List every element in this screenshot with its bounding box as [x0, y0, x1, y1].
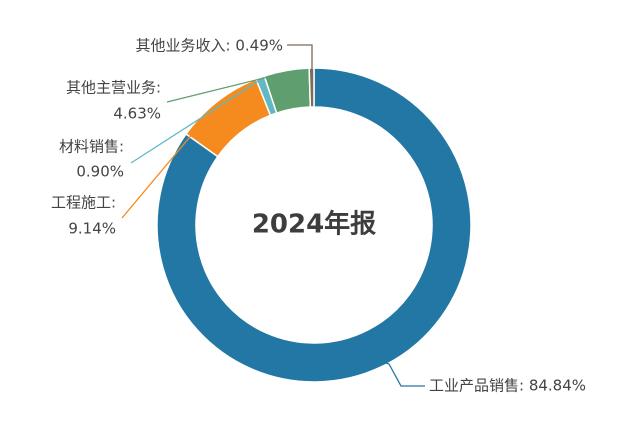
- slice-1[interactable]: [156, 67, 472, 383]
- slice-labels: 工业产品销售: 84.84% 工程施工: 9.14% 材料销售: 0.90% 其他主营业务…: [51, 37, 586, 395]
- slice-value-label: 0.90%: [76, 163, 124, 181]
- donut-slices: [156, 67, 472, 383]
- leader-line-4: [166, 71, 287, 103]
- leader-lines: [121, 44, 425, 387]
- slice-value-label: 4.63%: [113, 105, 161, 123]
- slice-label: 材料销售:: [59, 138, 124, 156]
- slice-label: 工程施工:: [51, 194, 116, 212]
- slice-label: 其他业务收入: 0.49%: [136, 37, 283, 55]
- center-label: 2024年报: [252, 209, 376, 240]
- slice-value-label: 9.14%: [68, 220, 116, 238]
- slice-label: 其他主营业务:: [66, 79, 161, 97]
- leader-line-5: [287, 44, 313, 71]
- leader-line-1: [384, 362, 425, 387]
- slice-label: 工业产品销售: 84.84%: [429, 377, 586, 395]
- leader-line-3: [130, 78, 262, 164]
- leader-line-2: [121, 102, 219, 219]
- slice-5[interactable]: [308, 67, 315, 108]
